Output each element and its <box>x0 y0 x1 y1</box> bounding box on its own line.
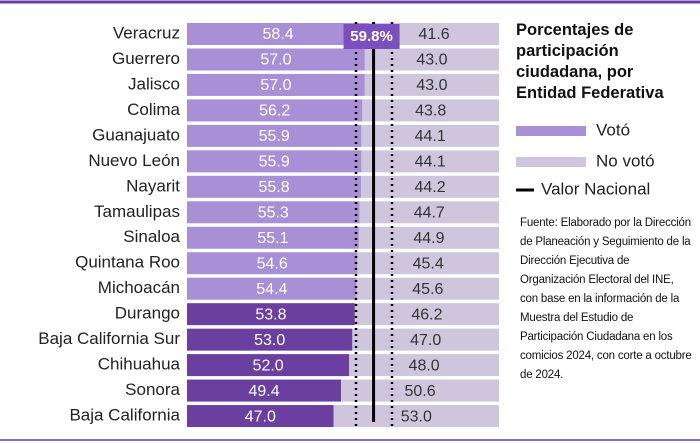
value-label: 44.1 <box>415 154 446 171</box>
reference-label: 59.8% <box>350 28 393 45</box>
bar-segment <box>361 150 499 173</box>
y-tick-label: Jalisco <box>128 74 180 93</box>
reference-label-box <box>343 24 400 49</box>
legend-label: No votó <box>596 151 655 170</box>
value-label: 45.6 <box>412 281 443 298</box>
bar-segment <box>187 303 355 326</box>
y-tick-label: Durango <box>115 304 180 323</box>
legend-swatch <box>516 157 586 167</box>
bar-segment <box>187 48 365 71</box>
value-label: 53.0 <box>401 408 432 425</box>
bar-segment <box>356 277 499 300</box>
bar-segment <box>187 354 350 377</box>
value-label: 58.4 <box>263 26 294 43</box>
bar-segment <box>364 73 499 96</box>
bar-segment <box>361 124 499 147</box>
value-label: 50.6 <box>404 383 435 400</box>
y-tick-label: Sonora <box>125 380 180 399</box>
value-label: 55.9 <box>259 154 290 171</box>
value-label: 55.3 <box>258 205 289 222</box>
bar-segment <box>359 201 499 224</box>
source-note: Fuente: Elaborado por la Dirección de Pl… <box>520 217 692 381</box>
bar-segment <box>187 23 370 45</box>
y-tick-label: Colima <box>127 100 180 119</box>
value-label: 43.8 <box>415 103 446 120</box>
value-label: 57.0 <box>260 77 291 94</box>
value-label: 53.8 <box>255 306 286 323</box>
value-label: 47.0 <box>245 408 276 425</box>
value-label: 43.0 <box>416 77 447 94</box>
value-label: 41.6 <box>419 26 450 43</box>
y-tick-label: Nayarit <box>126 176 180 195</box>
bar-segment <box>187 124 362 147</box>
value-label: 46.2 <box>411 306 442 323</box>
bar-segment <box>364 48 499 71</box>
bar-segment <box>187 99 363 122</box>
bar-segment <box>187 73 365 96</box>
bar-segment <box>187 328 353 351</box>
value-label: 49.4 <box>248 383 279 400</box>
y-tick-label: Michoacán <box>98 278 180 297</box>
bar-segment <box>187 277 357 300</box>
bar-segment <box>187 379 342 402</box>
bar-segment <box>358 226 499 249</box>
value-label: 55.9 <box>259 128 290 145</box>
value-label: 52.0 <box>253 357 284 374</box>
y-tick-label: Baja California Sur <box>38 329 180 348</box>
value-label: 54.6 <box>257 255 288 272</box>
value-label: 44.9 <box>413 230 444 247</box>
value-label: 48.0 <box>409 357 440 374</box>
value-label: 44.2 <box>414 179 445 196</box>
y-tick-label: Baja California <box>69 406 180 425</box>
legend-swatch <box>516 126 586 136</box>
bar-segment <box>187 252 358 275</box>
chart-title: Porcentajes de participación ciudadana, … <box>516 21 664 102</box>
value-label: 55.1 <box>257 230 288 247</box>
legend-label: Votó <box>596 120 630 139</box>
y-tick-label: Veracruz <box>113 23 180 42</box>
bar-segment <box>361 175 499 198</box>
y-tick-label: Sinaloa <box>123 227 180 246</box>
y-tick-label: Nuevo León <box>88 151 180 170</box>
value-label: 56.2 <box>259 103 290 120</box>
bar-segment <box>187 201 360 224</box>
y-tick-label: Quintana Roo <box>75 253 180 272</box>
y-tick-label: Chihuahua <box>98 355 181 374</box>
bar-segment <box>352 328 499 351</box>
bar-segment <box>341 379 499 402</box>
value-label: 54.4 <box>256 281 287 298</box>
value-label: 47.0 <box>410 332 441 349</box>
y-tick-label: Guerrero <box>112 49 180 68</box>
bar-segment <box>187 405 334 428</box>
value-label: 57.0 <box>260 52 291 69</box>
value-label: 43.0 <box>416 52 447 69</box>
value-label: 44.1 <box>415 128 446 145</box>
bar-segment <box>354 303 499 326</box>
bar-segment <box>349 354 499 377</box>
value-label: 53.0 <box>254 332 285 349</box>
y-tick-label: Tamaulipas <box>94 202 180 221</box>
bar-segment <box>187 175 362 198</box>
bar-segment <box>362 99 499 122</box>
legend-label: Valor Nacional <box>541 179 650 198</box>
bar-segment <box>369 23 499 45</box>
value-label: 44.7 <box>414 205 445 222</box>
bar-segment <box>187 226 359 249</box>
value-label: 55.8 <box>258 179 289 196</box>
value-label: 45.4 <box>413 255 444 272</box>
bar-segment <box>187 150 362 173</box>
y-tick-label: Guanajuato <box>92 125 180 144</box>
